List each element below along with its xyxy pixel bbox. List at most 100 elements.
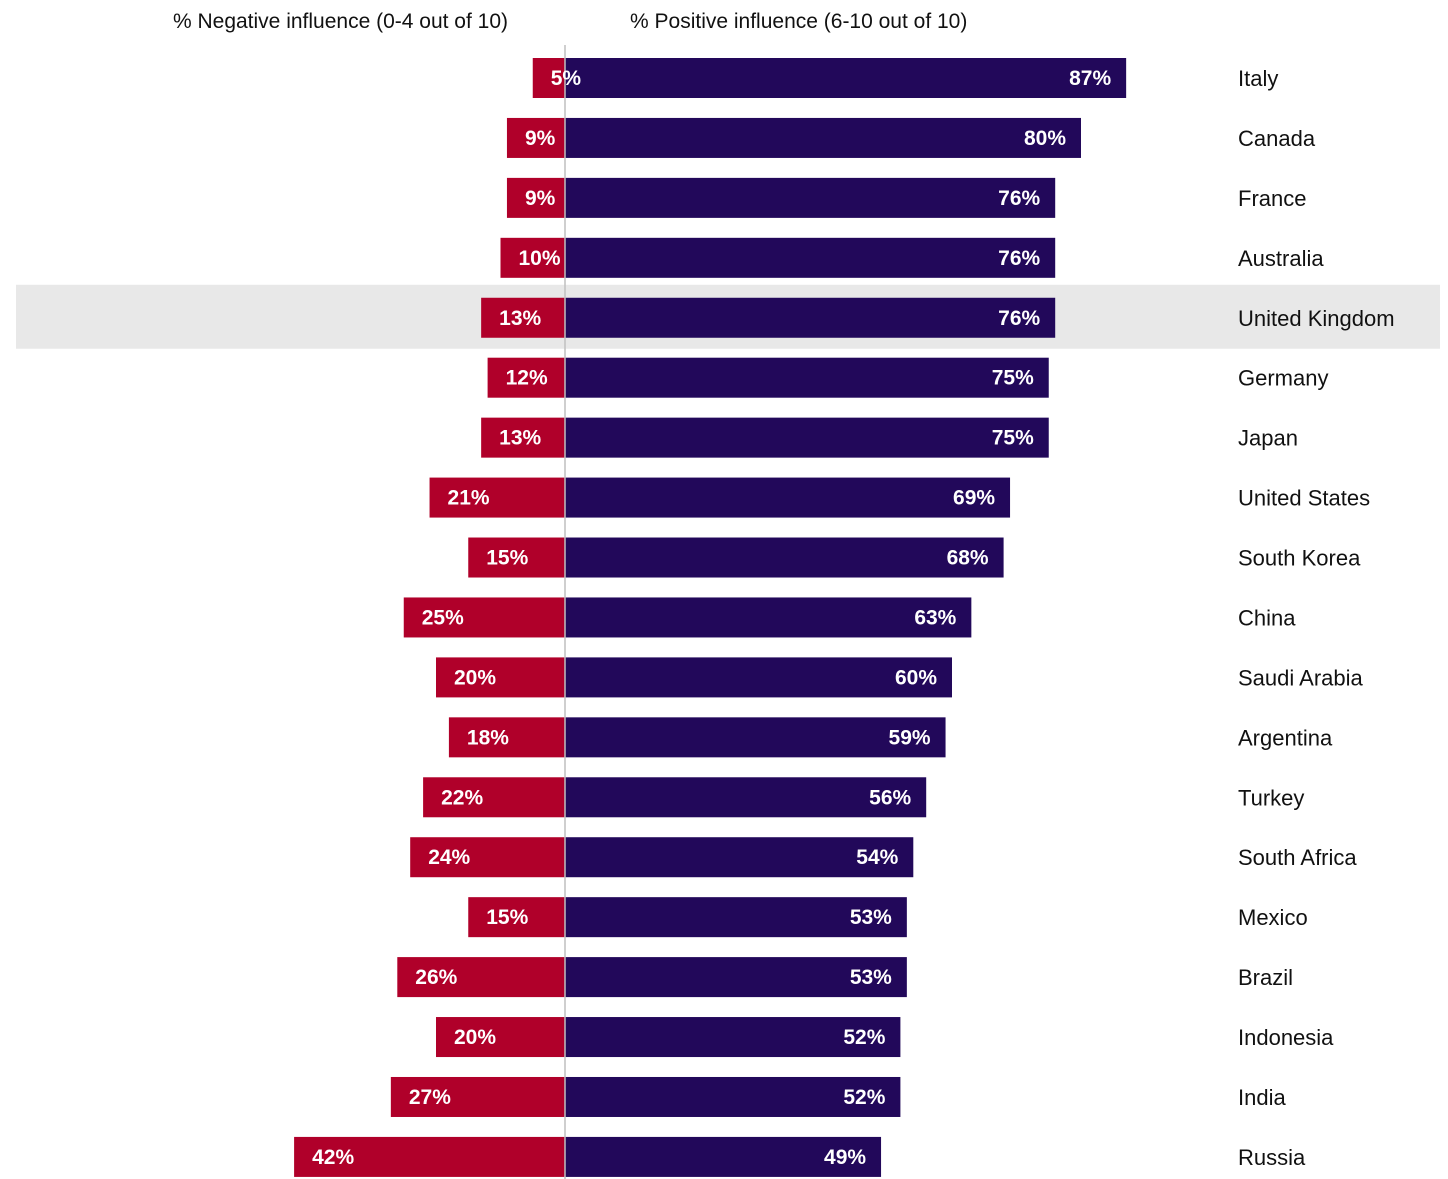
bar-positive-germany bbox=[565, 357, 1049, 398]
label-negative-india: 27% bbox=[409, 1086, 451, 1109]
bar-positive-argentina bbox=[565, 717, 946, 758]
bar-positive-united-kingdom bbox=[565, 297, 1056, 338]
label-positive-mexico: 53% bbox=[850, 906, 892, 929]
label-negative-japan: 13% bbox=[499, 427, 541, 450]
category-label-saudi-arabia: Saudi Arabia bbox=[1238, 665, 1364, 690]
label-positive-south-korea: 68% bbox=[947, 547, 989, 570]
bar-negative-mexico bbox=[468, 897, 565, 938]
label-negative-south-africa: 24% bbox=[428, 846, 470, 869]
bar-negative-india bbox=[390, 1076, 565, 1117]
label-positive-australia: 76% bbox=[998, 247, 1040, 270]
label-negative-france: 9% bbox=[525, 187, 556, 210]
bar-positive-china bbox=[565, 597, 972, 638]
label-negative-united-states: 21% bbox=[448, 487, 490, 510]
label-positive-japan: 75% bbox=[992, 427, 1034, 450]
label-positive-brazil: 53% bbox=[850, 966, 892, 989]
label-negative-united-kingdom: 13% bbox=[499, 307, 541, 330]
category-label-united-states: United States bbox=[1238, 486, 1370, 511]
label-positive-united-states: 69% bbox=[953, 487, 995, 510]
bar-positive-russia bbox=[565, 1136, 882, 1177]
bar-negative-japan bbox=[481, 417, 565, 458]
bar-negative-brazil bbox=[397, 957, 565, 998]
label-negative-turkey: 22% bbox=[441, 786, 483, 809]
label-positive-indonesia: 52% bbox=[843, 1026, 885, 1049]
bar-positive-mexico bbox=[565, 897, 907, 938]
bar-negative-australia bbox=[500, 237, 565, 278]
label-negative-russia: 42% bbox=[312, 1146, 354, 1169]
category-label-canada: Canada bbox=[1238, 126, 1316, 151]
bar-negative-south-korea bbox=[468, 537, 565, 578]
label-negative-saudi-arabia: 20% bbox=[454, 666, 496, 689]
bar-negative-france bbox=[506, 177, 565, 218]
bar-negative-united-kingdom bbox=[481, 297, 565, 338]
bar-negative-italy bbox=[532, 58, 565, 98]
category-label-japan: Japan bbox=[1238, 426, 1298, 451]
label-positive-argentina: 59% bbox=[889, 726, 931, 749]
label-negative-indonesia: 20% bbox=[454, 1026, 496, 1049]
label-negative-australia: 10% bbox=[519, 247, 561, 270]
label-positive-india: 52% bbox=[843, 1086, 885, 1109]
category-label-brazil: Brazil bbox=[1238, 965, 1293, 990]
bar-positive-south-korea bbox=[565, 537, 1004, 578]
bar-positive-japan bbox=[565, 417, 1049, 458]
bar-positive-italy bbox=[565, 58, 1127, 98]
bar-positive-australia bbox=[565, 237, 1056, 278]
category-label-united-kingdom: United Kingdom bbox=[1238, 306, 1395, 331]
bar-positive-canada bbox=[565, 117, 1081, 158]
label-positive-france: 76% bbox=[998, 187, 1040, 210]
bar-negative-china bbox=[403, 597, 565, 638]
category-label-south-africa: South Africa bbox=[1238, 845, 1357, 870]
bar-negative-turkey bbox=[423, 777, 565, 818]
category-label-india: India bbox=[1238, 1085, 1286, 1110]
label-positive-italy: 87% bbox=[1069, 67, 1111, 90]
category-label-germany: Germany bbox=[1238, 366, 1328, 391]
bar-positive-india bbox=[565, 1076, 901, 1117]
bar-positive-united-states bbox=[565, 477, 1011, 518]
bar-negative-united-states bbox=[429, 477, 565, 518]
bar-positive-south-africa bbox=[565, 837, 914, 878]
label-positive-united-kingdom: 76% bbox=[998, 307, 1040, 330]
label-positive-canada: 80% bbox=[1024, 127, 1066, 150]
label-positive-turkey: 56% bbox=[869, 786, 911, 809]
category-label-russia: Russia bbox=[1238, 1145, 1306, 1170]
label-negative-china: 25% bbox=[422, 606, 464, 629]
label-positive-saudi-arabia: 60% bbox=[895, 666, 937, 689]
bars-layer bbox=[294, 58, 1127, 1177]
category-label-mexico: Mexico bbox=[1238, 905, 1308, 930]
category-label-south-korea: South Korea bbox=[1238, 546, 1361, 571]
label-positive-china: 63% bbox=[914, 606, 956, 629]
category-label-china: China bbox=[1238, 605, 1296, 630]
label-negative-brazil: 26% bbox=[415, 966, 457, 989]
label-negative-south-korea: 15% bbox=[486, 547, 528, 570]
category-label-indonesia: Indonesia bbox=[1238, 1025, 1334, 1050]
bar-negative-russia bbox=[294, 1136, 565, 1177]
label-negative-canada: 9% bbox=[525, 127, 556, 150]
labels-layer: 5% 87% Italy 9% 80% Canada 9% 76% France 10% 76% Au… bbox=[312, 66, 1394, 1170]
bar-negative-south-africa bbox=[410, 837, 565, 878]
positive-header: % Positive influence (6-10 out of 10) bbox=[630, 10, 967, 33]
category-label-italy: Italy bbox=[1238, 66, 1278, 91]
label-negative-germany: 12% bbox=[506, 367, 548, 390]
category-label-france: France bbox=[1238, 186, 1306, 211]
bar-positive-saudi-arabia bbox=[565, 657, 952, 698]
bar-positive-indonesia bbox=[565, 1017, 901, 1058]
label-negative-argentina: 18% bbox=[467, 726, 509, 749]
label-positive-germany: 75% bbox=[992, 367, 1034, 390]
bar-negative-canada bbox=[506, 117, 565, 158]
bar-negative-indonesia bbox=[436, 1017, 565, 1058]
bar-negative-saudi-arabia bbox=[436, 657, 565, 698]
category-label-australia: Australia bbox=[1238, 246, 1324, 271]
label-negative-italy: 5% bbox=[551, 67, 582, 90]
negative-header: % Negative influence (0-4 out of 10) bbox=[173, 10, 508, 33]
bar-positive-brazil bbox=[565, 957, 907, 998]
label-positive-south-africa: 54% bbox=[856, 846, 898, 869]
category-label-argentina: Argentina bbox=[1238, 725, 1333, 750]
bar-positive-turkey bbox=[565, 777, 927, 818]
bar-negative-argentina bbox=[448, 717, 565, 758]
category-label-turkey: Turkey bbox=[1238, 785, 1304, 810]
bar-negative-germany bbox=[487, 357, 565, 398]
bar-positive-france bbox=[565, 177, 1056, 218]
label-positive-russia: 49% bbox=[824, 1146, 866, 1169]
label-negative-mexico: 15% bbox=[486, 906, 528, 929]
